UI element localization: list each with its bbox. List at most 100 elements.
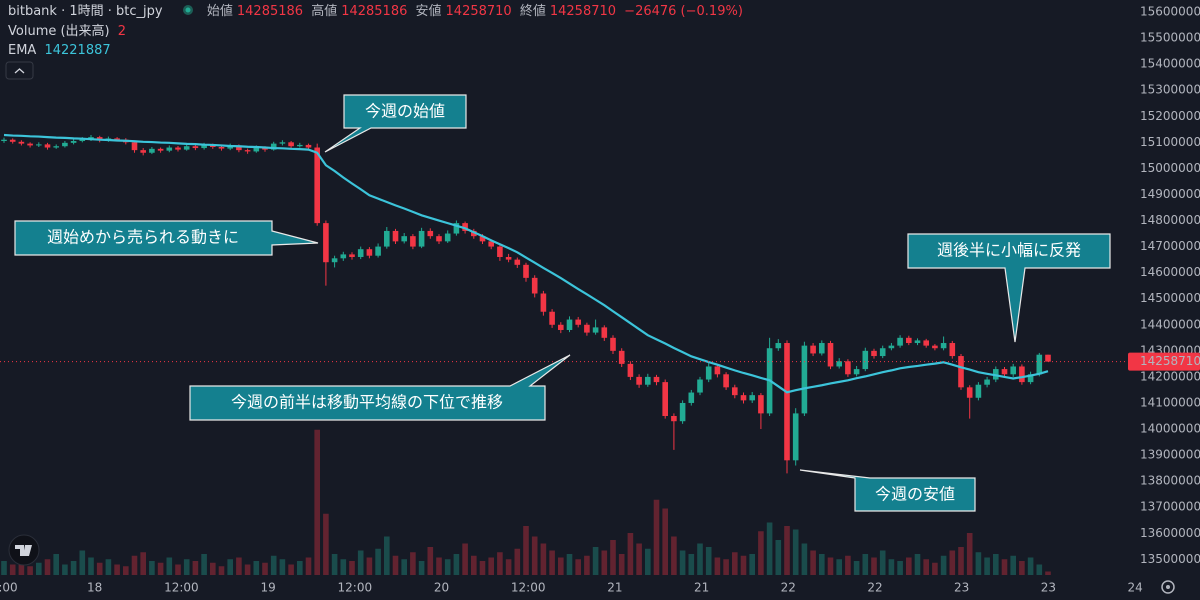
x-tick-label: 20 xyxy=(434,581,449,595)
legend: bitbank · 1時間 · btc_jpy 始値 14285186 高値 142… xyxy=(8,2,747,61)
volume-bar xyxy=(357,550,364,575)
candle-body xyxy=(662,382,668,417)
candle-body xyxy=(453,223,460,234)
volume-bar xyxy=(227,559,233,575)
candle-body xyxy=(732,387,738,396)
volume-bar xyxy=(932,562,938,575)
candle-body xyxy=(897,337,903,346)
low-label: 安値 xyxy=(415,4,442,19)
candle-body xyxy=(1045,354,1051,362)
volume-bar xyxy=(70,561,77,575)
volume-bar xyxy=(549,550,555,575)
volume-bar xyxy=(662,508,668,575)
high-value: 14285186 xyxy=(341,4,408,19)
candle-body xyxy=(827,343,834,367)
volume-bar xyxy=(914,554,921,575)
volume-bar xyxy=(262,562,268,575)
volume-bar xyxy=(1036,564,1043,575)
candle-body xyxy=(523,264,529,278)
volume-bar xyxy=(601,550,608,575)
candle-body xyxy=(610,337,616,351)
volume-bar xyxy=(27,566,33,575)
open-value: 14285186 xyxy=(236,4,304,19)
settings-icon[interactable] xyxy=(1161,580,1175,594)
volume-bar xyxy=(123,566,129,575)
volume-bar xyxy=(192,561,199,575)
y-tick-label: 14800000 xyxy=(1140,213,1200,227)
candle-body xyxy=(618,350,625,364)
candle-body xyxy=(410,236,416,247)
volume-bar xyxy=(592,547,599,575)
candle-body xyxy=(305,144,312,148)
x-tick-label: 24 xyxy=(1127,581,1142,595)
volume-bar xyxy=(62,564,68,575)
volume-bar xyxy=(966,533,973,575)
x-tick-label: 21 xyxy=(607,581,622,595)
volume-bar xyxy=(784,526,790,575)
volume-bar xyxy=(697,543,703,575)
volume-bar xyxy=(453,554,460,575)
candle-body xyxy=(627,363,634,377)
candle-body xyxy=(166,147,173,151)
volume-bar xyxy=(1010,555,1016,575)
volume-bar xyxy=(270,555,277,575)
candle-body xyxy=(488,241,494,247)
volume-layer xyxy=(1,429,1051,575)
candle-body xyxy=(505,257,512,260)
candle-body xyxy=(671,416,677,422)
candle-body xyxy=(44,144,51,148)
volume-bar xyxy=(766,522,773,575)
collapse-button[interactable] xyxy=(5,61,34,80)
candle-body xyxy=(357,249,364,258)
candle-body xyxy=(1,139,7,142)
annotation: 週始めから売られる動きに xyxy=(47,228,239,247)
volume-bar xyxy=(523,526,529,575)
callout: 週後半に小幅に反発 xyxy=(907,233,1111,343)
x-tick-label: 22 xyxy=(781,581,796,595)
candle-body xyxy=(958,356,964,388)
volume-bar xyxy=(288,564,294,575)
callout: 今週の前半は移動平均線の下位で推移 xyxy=(189,354,571,421)
volume-bar xyxy=(392,555,399,575)
candle-body xyxy=(853,369,860,375)
volume-bar xyxy=(9,564,16,575)
candle-body xyxy=(253,147,260,152)
volume-bar xyxy=(688,554,695,575)
volume-bar xyxy=(436,557,442,575)
candle-body xyxy=(723,374,729,388)
volume-bar xyxy=(1019,561,1025,575)
volume-bar xyxy=(349,561,355,575)
candle-body xyxy=(558,324,564,330)
volume-bar xyxy=(671,536,677,575)
candle-body xyxy=(314,147,320,224)
volume-bar xyxy=(157,562,164,575)
volume-bar xyxy=(131,555,138,575)
x-tick-label: 23 xyxy=(954,581,969,595)
candle-body xyxy=(601,327,608,338)
volume-bar xyxy=(714,557,721,575)
candle-body xyxy=(244,150,251,152)
annotation: 今週の前半は移動平均線の下位で推移 xyxy=(231,393,503,412)
candle-body xyxy=(497,246,503,258)
volume-bar xyxy=(140,552,146,575)
volume-bar xyxy=(897,561,903,575)
volume-bar xyxy=(575,559,581,575)
candle-body xyxy=(645,376,651,385)
volume-bar xyxy=(975,552,982,575)
volume-bar xyxy=(732,552,738,575)
volume-bar xyxy=(862,554,869,575)
x-tick-label: 12:00 xyxy=(338,581,373,595)
volume-bar xyxy=(314,429,320,575)
candle-body xyxy=(18,141,25,144)
callout: 週始めから売られる動きに xyxy=(14,220,319,256)
x-tick-label: 12:00 xyxy=(511,581,546,595)
volume-bar xyxy=(940,555,947,575)
y-tick-label: 14100000 xyxy=(1140,395,1200,409)
candle-body xyxy=(1010,366,1016,375)
volume-bar xyxy=(244,564,251,575)
volume-bar xyxy=(584,555,590,575)
y-tick-label: 13600000 xyxy=(1140,526,1200,540)
candle-body xyxy=(714,366,721,375)
y-tick-label: 15200000 xyxy=(1140,109,1200,123)
